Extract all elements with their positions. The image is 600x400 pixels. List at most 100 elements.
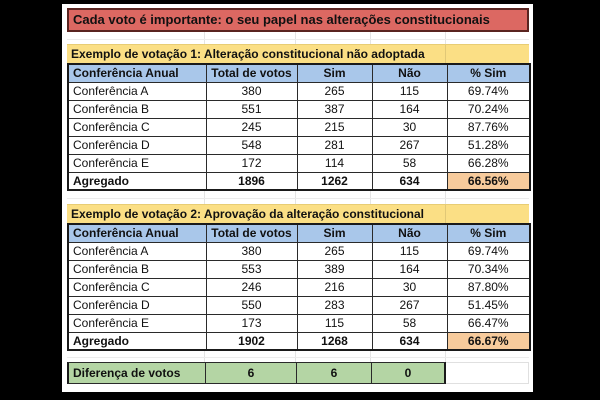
gap-cell	[67, 32, 205, 44]
gap-cell	[296, 351, 371, 362]
cell-total: 1896	[205, 171, 298, 191]
cell-conference: Conferência E	[67, 153, 207, 173]
column-divider	[445, 45, 446, 63]
cell-conference: Conferência D	[67, 135, 207, 155]
cell-conference: Conferência C	[67, 277, 207, 297]
cell-conference: Conferência C	[67, 117, 207, 137]
gap-cell	[446, 351, 529, 362]
table-row: Conferência B 551 387 164 70.24%	[67, 99, 531, 119]
column-header-nao: Não	[371, 63, 448, 83]
cell-total: 550	[205, 295, 298, 315]
gap-cell	[296, 191, 371, 204]
cell-sim: 1268	[296, 331, 373, 351]
cell-sim: 389	[296, 259, 373, 279]
column-header-nao: Não	[371, 223, 448, 243]
column-header-total: Total de votos	[205, 223, 298, 243]
difference-label: Diferença de votos	[67, 362, 205, 384]
cell-conference: Conferência A	[67, 241, 207, 261]
cell-nao: 58	[371, 313, 448, 333]
cell-nao: 115	[371, 81, 448, 101]
cell-pct: 69.74%	[446, 241, 531, 261]
cell-pct: 51.28%	[446, 135, 531, 155]
cell-sim: 1262	[296, 171, 373, 191]
gap-cell	[371, 351, 446, 362]
grid-gap	[67, 191, 529, 204]
cell-pct: 70.24%	[446, 99, 531, 119]
cell-sim: 387	[296, 99, 373, 119]
cell-nao: 58	[371, 153, 448, 173]
cell-sim: 283	[296, 295, 373, 315]
cell-conference: Conferência B	[67, 259, 207, 279]
cell-conference: Conferência A	[67, 81, 207, 101]
cell-pct: 70.34%	[446, 259, 531, 279]
cell-conference: Agregado	[67, 171, 207, 191]
cell-nao: 634	[371, 331, 448, 351]
cell-total: 246	[205, 277, 298, 297]
column-header-pct: % Sim	[446, 63, 531, 83]
section-heading-2-label: Exemplo de votação 2: Aprovação da alter…	[71, 207, 424, 221]
cell-pct-highlight: 66.56%	[446, 171, 531, 191]
gap-cell	[205, 191, 296, 204]
difference-total: 6	[205, 362, 296, 384]
cell-nao: 164	[371, 259, 448, 279]
column-header-conference: Conferência Anual	[67, 63, 207, 83]
cell-sim: 265	[296, 241, 373, 261]
cell-nao: 30	[371, 117, 448, 137]
cell-nao: 267	[371, 135, 448, 155]
column-header-sim: Sim	[296, 63, 373, 83]
table-row: Conferência D 548 281 267 51.28%	[67, 135, 531, 155]
column-header-total: Total de votos	[205, 63, 298, 83]
gap-cell	[446, 32, 529, 44]
cell-sim: 114	[296, 153, 373, 173]
cell-nao: 115	[371, 241, 448, 261]
cell-sim: 216	[296, 277, 373, 297]
cell-conference: Conferência D	[67, 295, 207, 315]
cell-total: 553	[205, 259, 298, 279]
cell-sim: 281	[296, 135, 373, 155]
gap-cell	[67, 351, 205, 362]
table-row: Conferência C 245 215 30 87.76%	[67, 117, 531, 137]
gap-cell	[296, 32, 371, 44]
cell-nao: 267	[371, 295, 448, 315]
cell-total: 380	[205, 81, 298, 101]
grid-gap	[67, 351, 529, 362]
cell-sim: 215	[296, 117, 373, 137]
cell-total: 173	[205, 313, 298, 333]
cell-pct: 66.47%	[446, 313, 531, 333]
column-header-pct: % Sim	[446, 223, 531, 243]
gap-cell	[371, 191, 446, 204]
aggregate-row: Agregado 1896 1262 634 66.56%	[67, 171, 531, 191]
spreadsheet-sheet: Cada voto é importante: o seu papel nas …	[62, 4, 533, 392]
vote-table-1: Conferência Anual Total de votos Sim Não…	[67, 63, 531, 191]
table-row: Conferência A 380 265 115 69.74%	[67, 241, 531, 261]
table-row: Conferência C 246 216 30 87.80%	[67, 277, 531, 297]
cell-total: 380	[205, 241, 298, 261]
table-row: Conferência D 550 283 267 51.45%	[67, 295, 531, 315]
cell-total: 172	[205, 153, 298, 173]
gap-cell	[371, 32, 446, 44]
section-heading-1: Exemplo de votação 1: Alteração constitu…	[67, 44, 529, 63]
difference-empty-cell	[446, 362, 529, 384]
page-title: Cada voto é importante: o seu papel nas …	[67, 8, 529, 32]
cell-nao: 164	[371, 99, 448, 119]
cell-pct: 51.45%	[446, 295, 531, 315]
gap-cell	[446, 191, 529, 204]
cell-total: 245	[205, 117, 298, 137]
cell-pct: 87.80%	[446, 277, 531, 297]
gap-cell	[67, 191, 205, 204]
cell-conference: Conferência B	[67, 99, 207, 119]
cell-conference: Agregado	[67, 331, 207, 351]
cell-conference: Conferência E	[67, 313, 207, 333]
difference-sim: 6	[296, 362, 371, 384]
section-heading-1-label: Exemplo de votação 1: Alteração constitu…	[71, 47, 425, 61]
table-row: Conferência A 380 265 115 69.74%	[67, 81, 531, 101]
cell-pct: 66.28%	[446, 153, 531, 173]
cell-nao: 634	[371, 171, 448, 191]
cell-sim: 115	[296, 313, 373, 333]
grid-gap	[67, 32, 529, 44]
aggregate-row: Agregado 1902 1268 634 66.67%	[67, 331, 531, 351]
difference-nao: 0	[371, 362, 446, 384]
cell-total: 1902	[205, 331, 298, 351]
cell-nao: 30	[371, 277, 448, 297]
column-divider	[445, 205, 446, 223]
